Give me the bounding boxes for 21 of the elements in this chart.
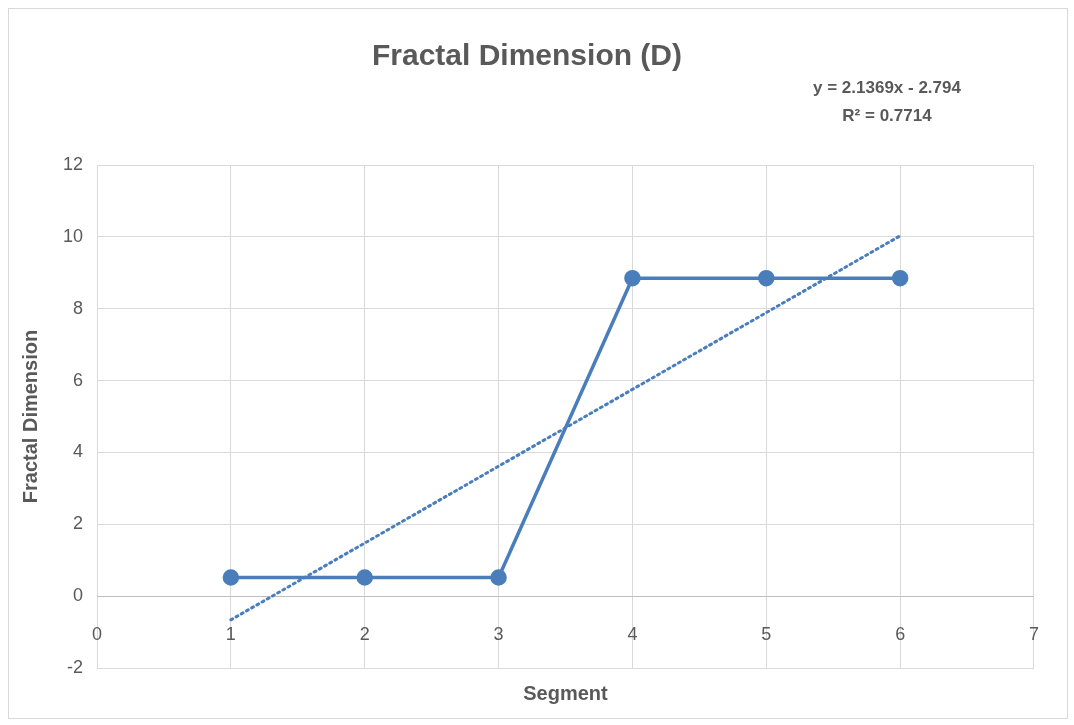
x-axis-title: Segment (523, 681, 609, 704)
y-tick-label: 6 (73, 369, 84, 390)
y-axis-title: Fractal Dimension (18, 329, 41, 504)
y-tick-label: 0 (73, 585, 84, 606)
y-tick-label: -2 (67, 656, 84, 677)
x-tick-label: 3 (493, 623, 504, 644)
x-tick-label: 5 (761, 623, 772, 644)
x-tick-label: 6 (895, 623, 906, 644)
text: R² = 0.7714 (842, 105, 933, 125)
y-tick-label: 10 (62, 225, 84, 246)
x-tick-label: 7 (1028, 623, 1039, 644)
y-tick-label: 2 (73, 513, 84, 534)
x-tick-label: 2 (359, 623, 370, 644)
chart-title: Fractal Dimension (D) (371, 38, 683, 72)
text: y = 2.1369x - 2.794 (813, 77, 962, 97)
y-tick-label: 12 (62, 153, 84, 174)
x-tick-label: 1 (225, 623, 236, 644)
y-tick-label: 8 (73, 297, 84, 318)
y-tick-label: 4 (73, 441, 84, 462)
x-tick-label: 0 (92, 623, 103, 644)
x-tick-label: 4 (627, 623, 638, 644)
